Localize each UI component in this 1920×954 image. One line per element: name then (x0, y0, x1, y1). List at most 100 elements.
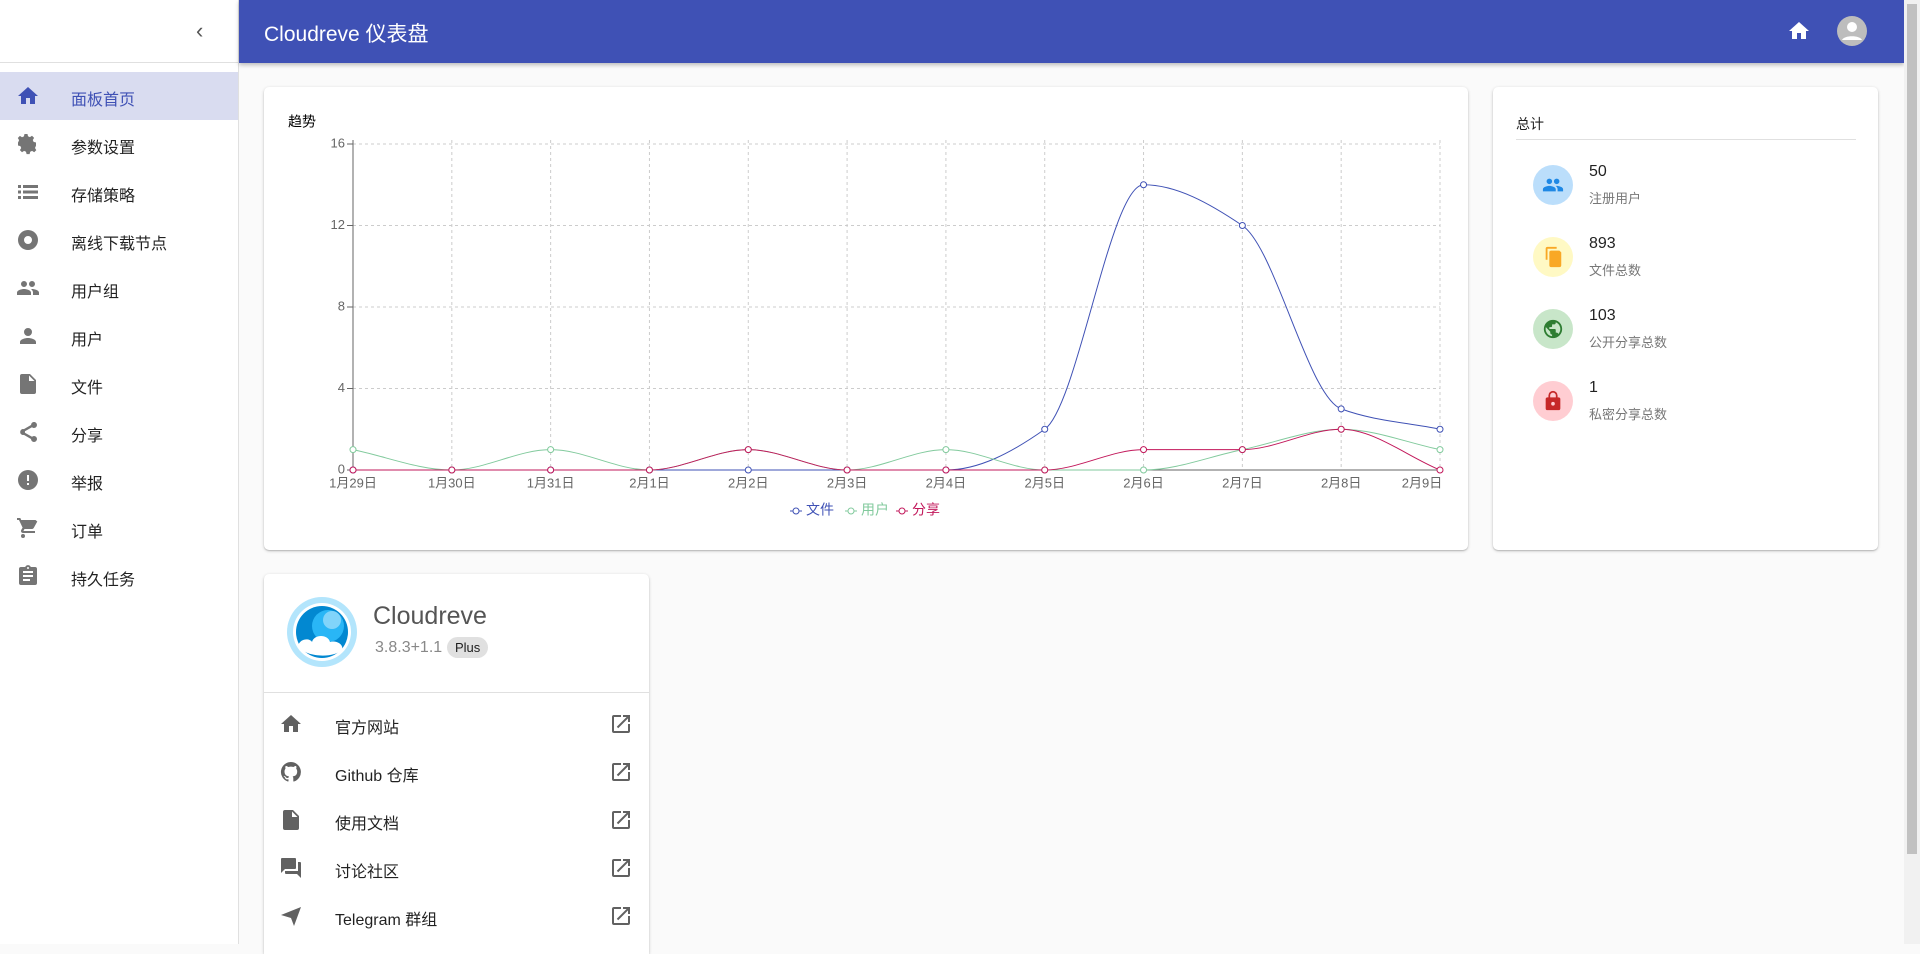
series-line (353, 184, 1441, 471)
menu-item[interactable]: 离线下载节点 (0, 216, 238, 264)
legend-label: 分享 (912, 502, 940, 518)
data-point (1436, 466, 1444, 474)
icon (281, 858, 301, 878)
x-tick-label: 2月9日 (1402, 475, 1442, 490)
icon (18, 87, 38, 104)
icon (1542, 178, 1564, 192)
icon (20, 374, 36, 394)
stat-value: 1 (1589, 379, 1598, 396)
icon-shape (612, 811, 630, 829)
icon (17, 134, 37, 155)
icon-shape (280, 761, 301, 782)
divider (1516, 139, 1856, 140)
menu-item[interactable]: 存储策略 (0, 168, 238, 216)
data-point (547, 466, 555, 474)
x-tick-label: 1月30日 (428, 475, 476, 490)
y-tick-label: 8 (338, 298, 345, 313)
stat-value: 103 (1589, 307, 1616, 324)
icon (18, 470, 38, 490)
menu-item[interactable]: 订单 (0, 504, 238, 552)
link-item[interactable]: 使用文档 (264, 796, 649, 844)
stat-value: 50 (1589, 163, 1607, 180)
data-point (942, 446, 950, 454)
data-point (744, 446, 752, 454)
menu-item[interactable]: 举报 (0, 456, 238, 504)
icon-shape (283, 810, 299, 830)
x-tick-label: 1月29日 (329, 475, 377, 490)
sidebar: ‹ 面板首页参数设置存储策略 离线下载节点用户组用户文件分享举报订单持久任务 (0, 0, 239, 944)
external-icon (612, 907, 630, 925)
link-label: 官方网站 (335, 720, 400, 737)
home-button[interactable] (1787, 19, 1811, 43)
link-item[interactable]: 讨论社区 (264, 844, 649, 892)
menu-label: 举报 (71, 476, 104, 493)
series-line (353, 428, 1441, 471)
data-point (1041, 425, 1049, 433)
data-point (1436, 446, 1444, 454)
icon (18, 230, 38, 250)
menu-label: 订单 (71, 524, 104, 541)
legend-marker (792, 507, 800, 515)
link-item[interactable]: Telegram 群组 (264, 892, 649, 940)
app-bar: Cloudreve 仪表盘 (239, 0, 1904, 63)
icon (280, 761, 301, 782)
scrollbar[interactable] (1904, 0, 1920, 944)
data-point (744, 466, 752, 474)
x-tick-label: 2月6日 (1123, 475, 1163, 490)
menu-item[interactable]: 参数设置 (0, 120, 238, 168)
icon-shape (1543, 319, 1563, 339)
stat-label: 注册用户 (1589, 191, 1642, 206)
link-item[interactable]: Github 仓库 (264, 748, 649, 796)
icon (1543, 319, 1563, 339)
icon-shape (1542, 178, 1564, 192)
menu-item[interactable]: 文件 (0, 360, 238, 408)
data-point (349, 446, 357, 454)
data-point (349, 466, 357, 474)
icon-shape (1545, 246, 1562, 268)
data-point (1337, 425, 1345, 433)
stat-icon (1533, 165, 1573, 205)
menu-item[interactable]: 用户组 (0, 264, 238, 312)
data-point (1140, 466, 1148, 474)
chart: 趋势 1月29日 1月30日 1月31日 2月1日 2月2日 2月3日 2月4日 2月5日 2月6… (288, 114, 1444, 518)
link-label: 讨论社区 (335, 864, 400, 881)
icon-shape (1545, 390, 1561, 411)
stat-value: 893 (1589, 235, 1616, 252)
data-point (1238, 222, 1246, 229)
legend-marker (898, 507, 906, 515)
menu-label: 用户组 (71, 284, 120, 301)
link-item[interactable]: 官方网站 (264, 700, 649, 748)
legend-marker (847, 507, 855, 515)
menu-item[interactable]: 持久任务 (0, 552, 238, 600)
menu-item[interactable]: 分享 (0, 408, 238, 456)
avatar-button[interactable] (1836, 15, 1868, 47)
icon-shape (281, 907, 301, 926)
summary-title: 总计 (1516, 116, 1544, 132)
version: 3.8.3+1.1 (375, 639, 443, 656)
x-tick-label: 2月2日 (728, 475, 768, 490)
data-point (448, 466, 456, 474)
collapse-button[interactable]: ‹ (196, 18, 204, 43)
stat-icon (1533, 309, 1573, 349)
menu-label: 文件 (71, 380, 104, 397)
menu-label: 参数设置 (71, 140, 136, 157)
external-icon (612, 859, 630, 877)
icon-shape (18, 87, 38, 104)
menu-item[interactable]: 用户 (0, 312, 238, 360)
menu-item[interactable]: 面板首页 (0, 72, 238, 120)
data-point (1140, 446, 1148, 454)
stat-icon (1533, 237, 1573, 277)
icon (17, 281, 39, 295)
icon-shape (20, 374, 36, 394)
icon-shape (17, 518, 38, 538)
menu-label: 用户 (71, 332, 104, 349)
logo (287, 597, 357, 667)
data-point (547, 446, 555, 454)
link-label: 使用文档 (335, 816, 400, 833)
stat-label: 私密分享总数 (1589, 407, 1668, 422)
summary-card: 总计 50 注册用户 893 文件总数 103 公开分享总数 1 私密分享总数 (1493, 87, 1878, 550)
external-icon (612, 763, 630, 781)
icon-shape (18, 185, 38, 199)
scrollbar-thumb[interactable] (1907, 4, 1917, 854)
y-tick-label: 12 (331, 217, 345, 232)
